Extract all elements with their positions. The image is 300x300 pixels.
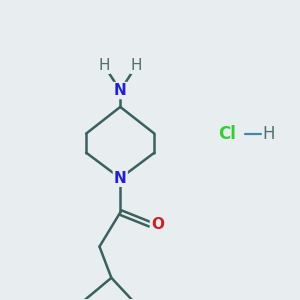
Text: N: N: [114, 83, 127, 98]
Text: N: N: [114, 171, 127, 186]
Text: Cl: Cl: [218, 125, 236, 143]
Text: H: H: [262, 125, 275, 143]
Text: H: H: [98, 58, 110, 73]
Text: O: O: [151, 217, 164, 232]
Text: H: H: [131, 58, 142, 73]
